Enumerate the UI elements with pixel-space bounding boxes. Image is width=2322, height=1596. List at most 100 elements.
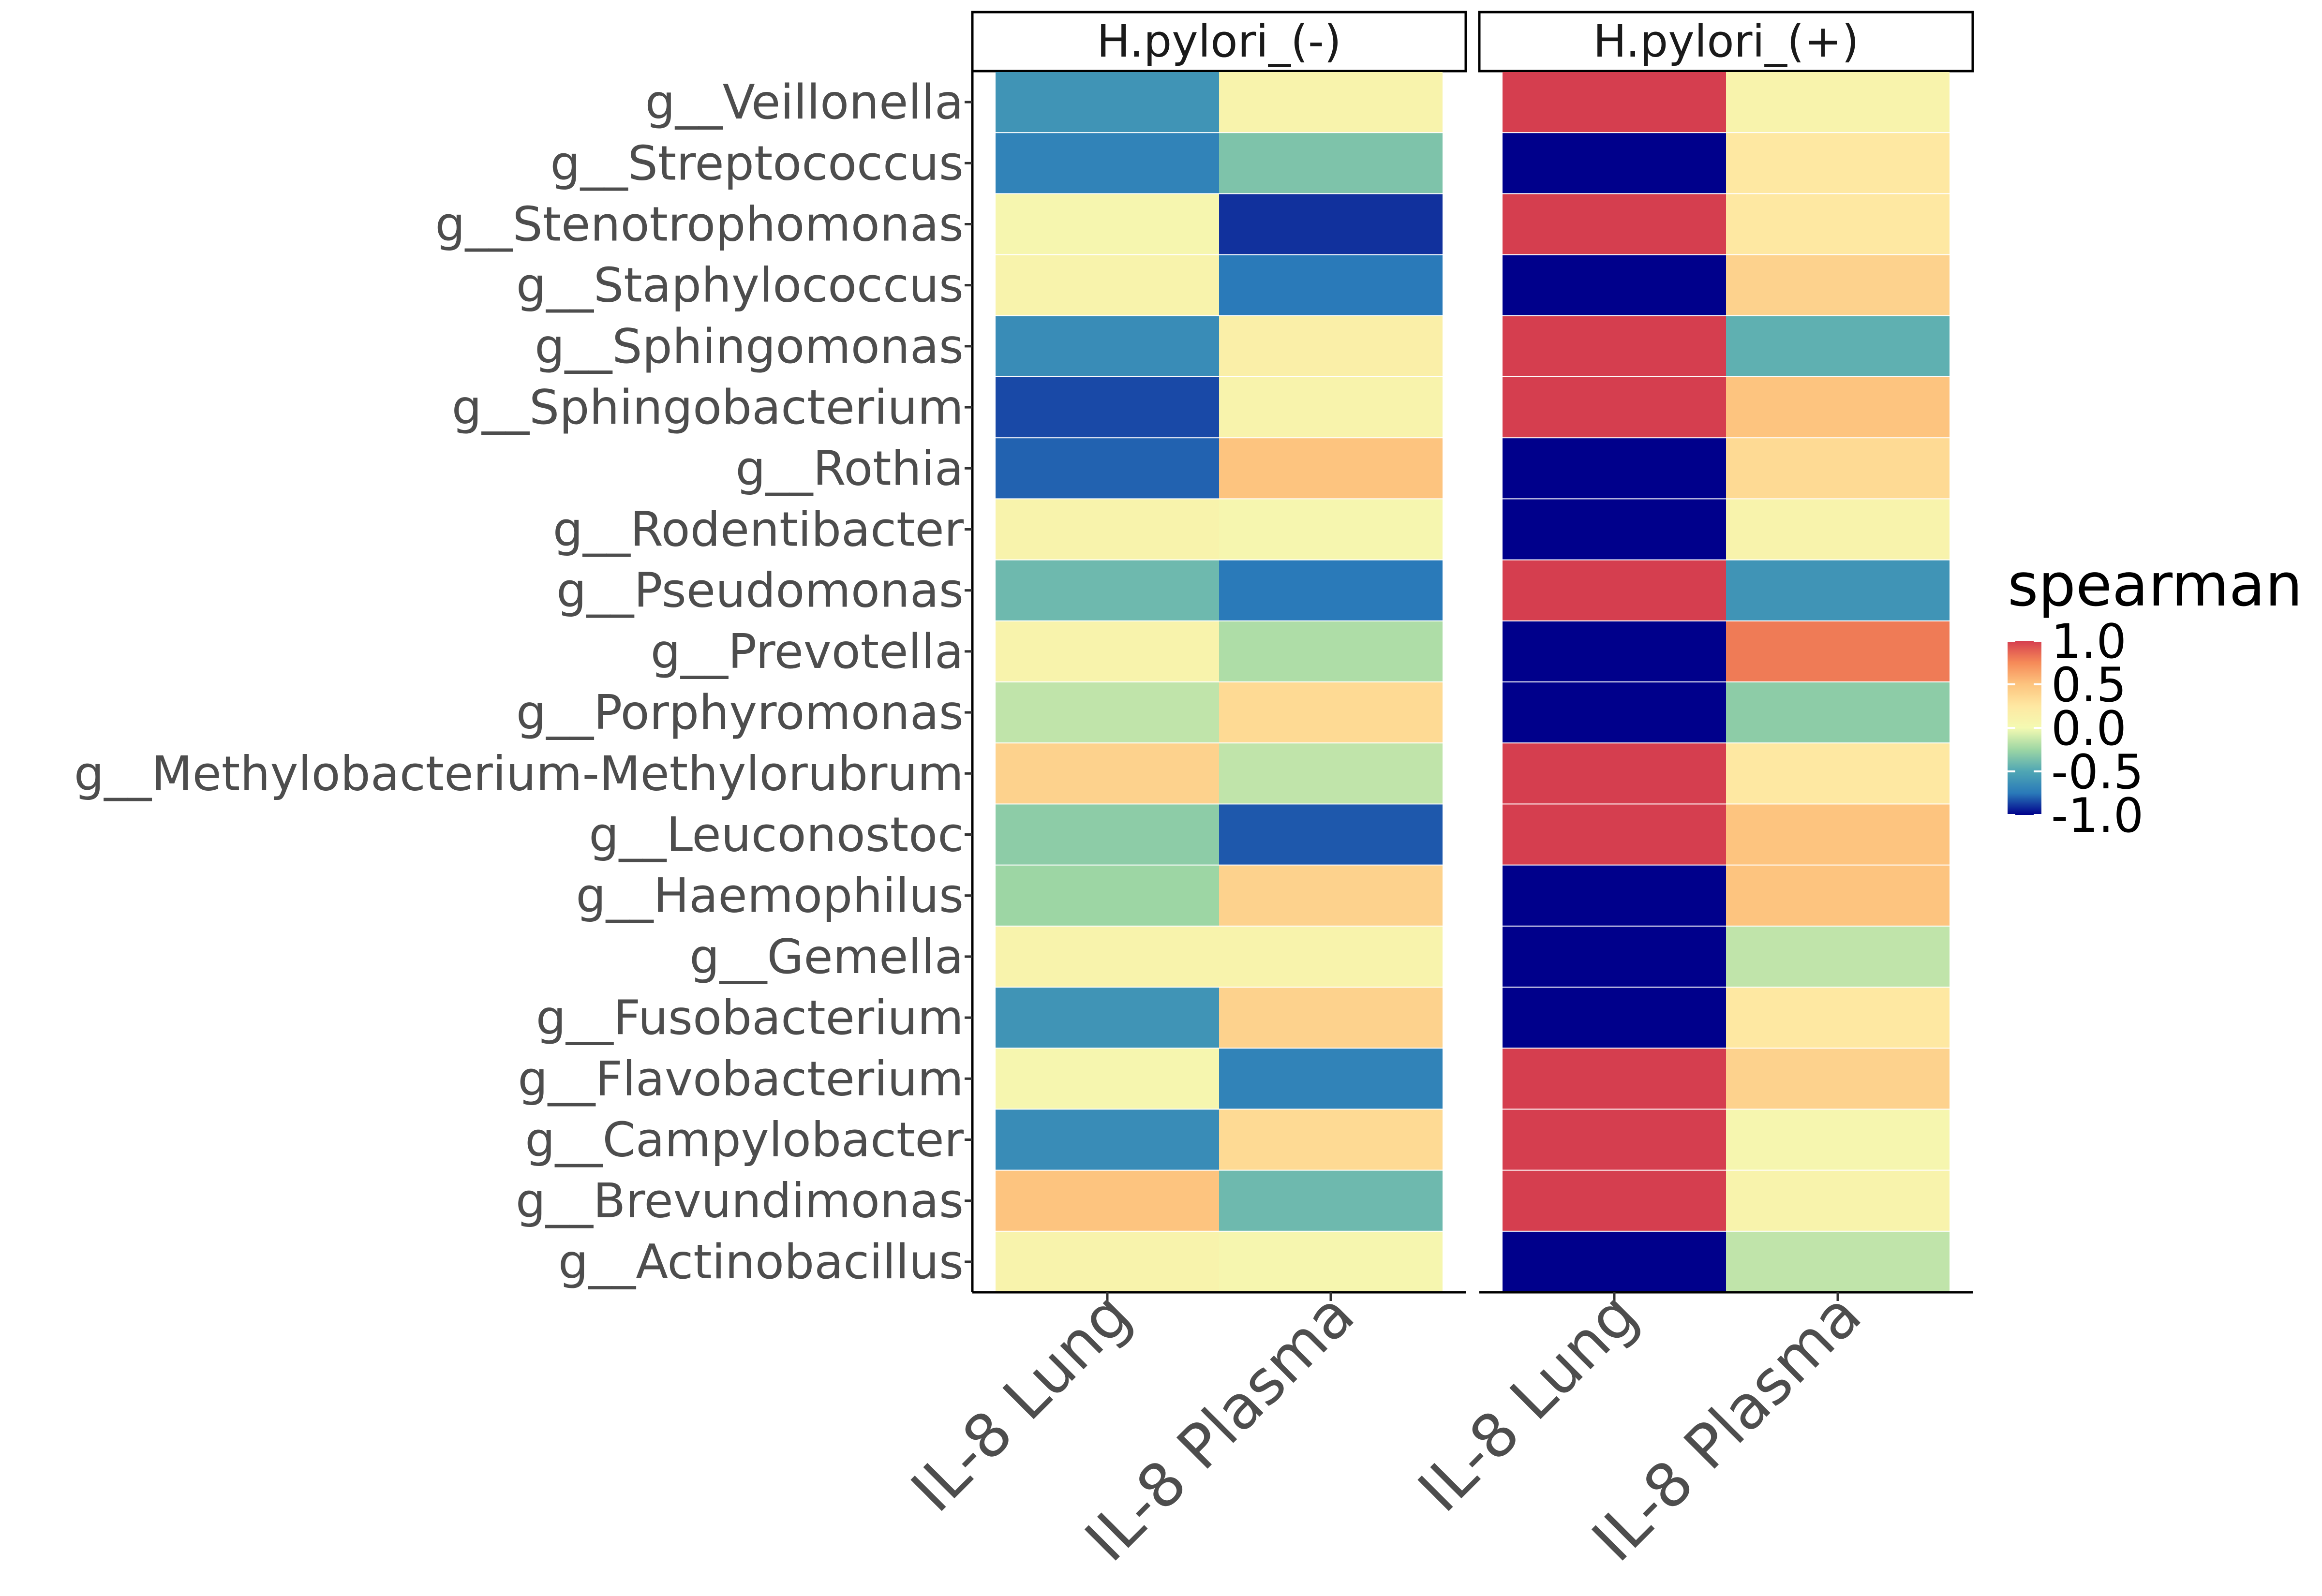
heatmap-cell [1726,1231,1950,1292]
y-tick-label: g__Prevotella [651,624,964,680]
heatmap-cell [996,988,1219,1048]
legend: spearman 1.00.50.0-0.5-1.0 [2008,551,2303,843]
panel-strip-negative [971,11,1467,73]
heatmap-cell [996,1170,1219,1231]
heatmap-cell [1726,438,1950,499]
heatmap-cell [1726,1109,1950,1170]
heatmap-cell [996,1109,1219,1170]
heatmap-cell [1726,194,1950,254]
y-tick-label: g__Actinobacillus [558,1235,964,1290]
heatmap-cell [1503,560,1726,621]
y-tick-label: g__Gemella [689,930,964,985]
legend-tick-label: 0.0 [2051,701,2127,756]
heatmap-cell [1726,621,1950,681]
y-tick-label: g__Sphingobacterium [452,380,964,435]
heatmap-cell [1219,133,1443,193]
y-tick-label: g__Staphylococcus [516,258,964,313]
y-tick-label: g__Rodentibacter [553,502,964,558]
cells-panel-negative [996,72,1443,1292]
legend-tick-label: -1.0 [2051,788,2143,843]
heatmap-cell [1219,194,1443,254]
heatmap-cell [996,682,1219,743]
heatmap-cell [1726,133,1950,193]
heatmap-cell [996,743,1219,804]
heatmap-cell [1503,72,1726,133]
heatmap-cell [1726,804,1950,865]
heatmap-cell [1503,255,1726,315]
heatmap-cell [1503,743,1726,804]
y-tick-label: g__Veillonella [645,75,964,130]
heatmap-cell [1219,255,1443,315]
heatmap-cell [1726,377,1950,438]
heatmap-cell [1503,438,1726,499]
y-tick-label: g__Pseudomonas [556,563,964,619]
heatmap-cell [1503,1049,1726,1109]
heatmap-cell [1219,1109,1443,1170]
heatmap-cell [1726,316,1950,376]
heatmap-cell [1726,1049,1950,1109]
y-tick-label: g__Stenotrophomonas [435,197,964,252]
heatmap-cell [1503,1231,1726,1292]
heatmap-cell [1219,682,1443,743]
y-tick-label: g__Fusobacterium [536,990,964,1046]
heatmap-cell [1726,560,1950,621]
heatmap-cell [996,621,1219,681]
heatmap-cell [1219,499,1443,560]
panel-label-positive: H.pylori_(+) [1593,15,1859,67]
heatmap-cell [1503,926,1726,987]
heatmap-cell [1219,1170,1443,1231]
heatmap-cell [1503,682,1726,743]
heatmap-cell [996,133,1219,193]
y-axis-ticks: g__Veillonella g__Streptococcus g__Stenotr… [74,75,972,1290]
heatmap-cell [1503,865,1726,926]
heatmap-cell [1503,1109,1726,1170]
heatmap-cell [996,1231,1219,1292]
heatmap-cell [1219,560,1443,621]
heatmap-cell [996,865,1219,926]
heatmap-cell [1726,1170,1950,1231]
heatmap-cell [1503,133,1726,193]
heatmap-cell [1726,926,1950,987]
heatmap-cell [1219,865,1443,926]
panel-label-negative: H.pylori_(-) [1097,15,1341,67]
y-tick-label: g__Rothia [735,441,964,496]
heatmap-cell [1219,804,1443,865]
y-tick-label: g__Methylobacterium-Methylorubrum [74,746,964,801]
y-tick-label: g__Leuconostoc [589,808,964,863]
heatmap-cell [996,560,1219,621]
heatmap-cell [1726,72,1950,133]
y-tick-label: g__Brevundimonas [516,1174,964,1229]
cells-panel-positive [1503,72,1950,1292]
heatmap-cell [1219,316,1443,376]
heatmap-cell [996,926,1219,987]
y-tick-label: g__Flavobacterium [518,1051,964,1107]
heatmap-cell [996,1049,1219,1109]
panel-hpylori-positive: H.pylori_(+) [1478,11,1974,1294]
heatmap-cell [1219,743,1443,804]
heatmap-cell [1219,438,1443,499]
heatmap-cell [1503,621,1726,681]
heatmap-cell [1503,499,1726,560]
heatmap-cell [1726,499,1950,560]
y-tick-label: g__Campylobacter [525,1113,964,1168]
heatmap-cell [1503,194,1726,254]
heatmap-cell [1726,255,1950,315]
panel-hpylori-negative: H.pylori_(-) [971,11,1467,1294]
heatmap-cell [1219,988,1443,1048]
panel-strip-positive [1478,11,1974,73]
legend-tick-label: 0.5 [2051,658,2127,713]
heatmap-cell [1503,988,1726,1048]
y-tick-label: g__Porphyromonas [516,685,964,740]
legend-tick-label: -0.5 [2051,745,2143,800]
heatmap-cell [1219,1049,1443,1109]
heatmap-cell [1503,1170,1726,1231]
heatmap-cell [1726,682,1950,743]
heatmap-cell [1219,72,1443,133]
heatmap-cell [996,194,1219,254]
y-tick-label: g__Haemophilus [576,869,964,924]
legend-tick-label: 1.0 [2051,614,2127,669]
y-tick-label: g__Sphingomonas [535,319,964,374]
heatmap-cell [1219,926,1443,987]
heatmap-cell [1726,988,1950,1048]
heatmap-cell [1726,743,1950,804]
